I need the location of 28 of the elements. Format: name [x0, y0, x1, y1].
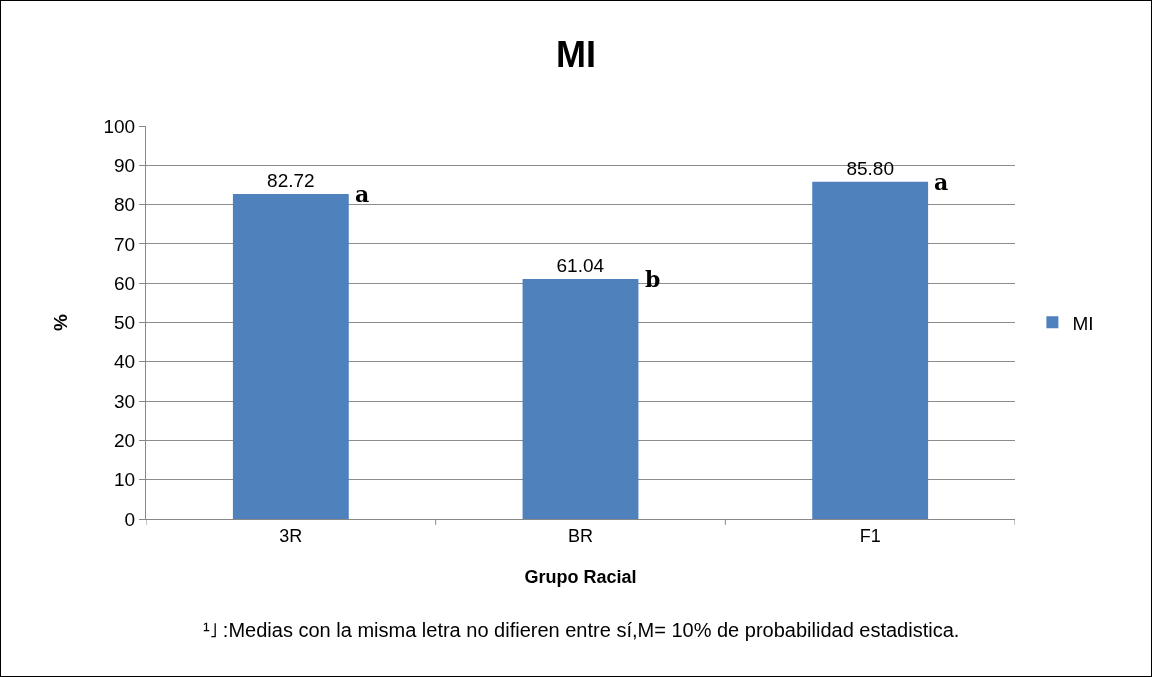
annotation: a — [355, 181, 370, 207]
y-tick-label: 80 — [114, 194, 136, 216]
y-tick-label: 90 — [114, 154, 136, 176]
bar — [812, 181, 929, 519]
y-axis-title: % — [50, 313, 72, 331]
chart-title: MI — [556, 33, 596, 75]
y-tick-label: 100 — [103, 115, 136, 137]
y-tick-label: 20 — [114, 430, 136, 452]
data-label: 85.80 — [846, 157, 894, 179]
y-tick-label: 30 — [114, 390, 136, 412]
bar — [522, 279, 639, 519]
annotation: b — [645, 266, 661, 292]
y-tick-label: 40 — [114, 351, 136, 373]
x-tick-label: 3R — [279, 525, 303, 546]
y-tick-label: 0 — [124, 508, 136, 530]
y-tick-label: 60 — [114, 272, 136, 294]
data-label: 82.72 — [267, 169, 315, 191]
y-tick-label: 50 — [114, 312, 136, 334]
x-tick-label: F1 — [859, 525, 881, 546]
y-tick-label: 70 — [114, 233, 136, 255]
x-axis-title: Grupo Racial — [524, 566, 637, 587]
annotation: a — [934, 169, 949, 195]
bar — [232, 193, 349, 519]
text: ¹˩ :Medias con la misma letra no difieren entre sí,M= 10% de probabilidad estadistica. — [203, 619, 960, 641]
y-tick-label: 10 — [114, 469, 136, 491]
x-tick-label: BR — [567, 525, 594, 546]
legend-label: MI — [1072, 312, 1094, 334]
data-label: 61.04 — [556, 255, 605, 277]
